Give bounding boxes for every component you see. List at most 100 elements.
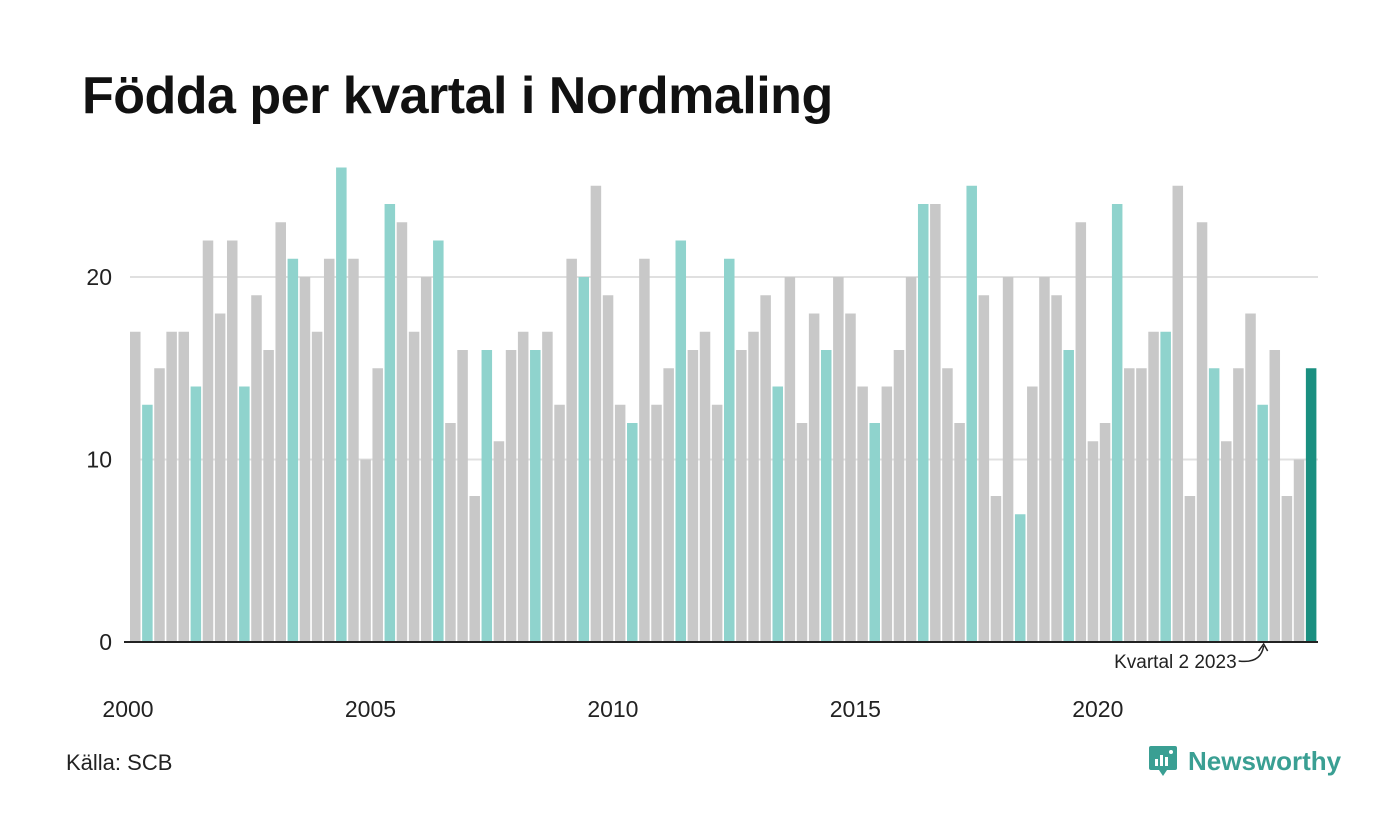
source-label: Källa: SCB [66, 750, 173, 775]
bar [578, 277, 590, 642]
bar [639, 258, 650, 642]
bar [869, 423, 880, 642]
bar [154, 368, 165, 642]
brand-name: Newsworthy [1188, 745, 1342, 776]
bar [311, 331, 323, 642]
bar [1027, 386, 1038, 642]
bar [481, 350, 493, 642]
bar [263, 350, 274, 642]
y-tick-label: 20 [86, 264, 112, 290]
bar [202, 240, 214, 642]
x-tick-label: 2000 [102, 696, 153, 722]
bar [760, 295, 771, 642]
bar [930, 204, 941, 642]
bar [1281, 496, 1293, 642]
bar [1075, 222, 1087, 642]
annotation-label: Kvartal 2 2023 [1114, 652, 1237, 673]
bar [445, 423, 456, 642]
bar [833, 277, 844, 642]
bar [1002, 277, 1014, 642]
bars [130, 167, 1317, 642]
bar [942, 368, 953, 642]
bar [384, 204, 396, 642]
bar [130, 331, 141, 642]
bar [1099, 423, 1111, 642]
bar [408, 331, 420, 642]
bar [1305, 368, 1317, 642]
bar [1063, 350, 1074, 642]
bar [542, 331, 553, 642]
bar [1136, 368, 1147, 642]
bar [1245, 313, 1256, 642]
annotation-arrowhead [1258, 642, 1269, 652]
bar [457, 350, 468, 642]
x-tick-label: 2005 [345, 696, 396, 722]
brand-logo[interactable]: Newsworthy [1148, 744, 1341, 778]
bar [651, 404, 662, 642]
bar [1051, 295, 1062, 642]
annotation-arrow [1238, 645, 1265, 663]
bar [530, 350, 541, 642]
bar [493, 441, 505, 642]
bar [1172, 185, 1184, 642]
bar [675, 240, 687, 642]
bar [239, 386, 250, 642]
newsworthy-logo-icon [1149, 746, 1177, 776]
bar [1160, 331, 1171, 642]
bar [1014, 514, 1026, 642]
y-tick-label: 0 [99, 629, 112, 655]
bar [796, 423, 808, 642]
bar [336, 167, 347, 642]
bar [323, 258, 335, 642]
bar [372, 368, 383, 642]
x-tick-label: 2020 [1072, 696, 1123, 722]
bar [348, 258, 359, 642]
bar [627, 423, 638, 642]
bar [1087, 441, 1099, 642]
chart-title: Födda per kvartal i Nordmaling [82, 67, 833, 125]
bar [396, 222, 408, 642]
bar [1184, 496, 1196, 642]
y-tick-label: 10 [86, 447, 112, 473]
bar [1039, 277, 1050, 642]
bar [1124, 368, 1135, 642]
bar [905, 277, 917, 642]
bar [178, 331, 190, 642]
bar [820, 350, 832, 642]
bar [724, 258, 735, 642]
bar [505, 350, 517, 642]
bar [360, 459, 371, 642]
bar [299, 277, 311, 642]
bar [554, 404, 565, 642]
bar [966, 185, 977, 642]
bar [663, 368, 674, 642]
bar [990, 496, 1002, 642]
bar [772, 386, 784, 642]
bar [687, 350, 699, 642]
bar [214, 313, 226, 642]
bar [784, 277, 796, 642]
bar [1196, 222, 1208, 642]
bar [190, 386, 202, 642]
bar [590, 185, 602, 642]
bar [1208, 368, 1220, 642]
bar [881, 386, 893, 642]
bar-chart: 0 10 20 2000 2005 2010 2015 2020 Kvartal 2 202… [86, 167, 1318, 722]
bar [433, 240, 444, 642]
bar [287, 258, 299, 642]
bar [978, 295, 990, 642]
bar [1293, 459, 1305, 642]
bar [226, 240, 238, 642]
bar [566, 258, 577, 642]
bar [808, 313, 820, 642]
bar [917, 204, 929, 642]
x-tick-label: 2015 [830, 696, 881, 722]
bar [845, 313, 856, 642]
bar [954, 423, 965, 642]
bar [699, 331, 711, 642]
bar [736, 350, 747, 642]
bar [142, 404, 153, 642]
annotation: Kvartal 2 2023 [1114, 642, 1269, 673]
bar [893, 350, 905, 642]
bar [469, 496, 480, 642]
